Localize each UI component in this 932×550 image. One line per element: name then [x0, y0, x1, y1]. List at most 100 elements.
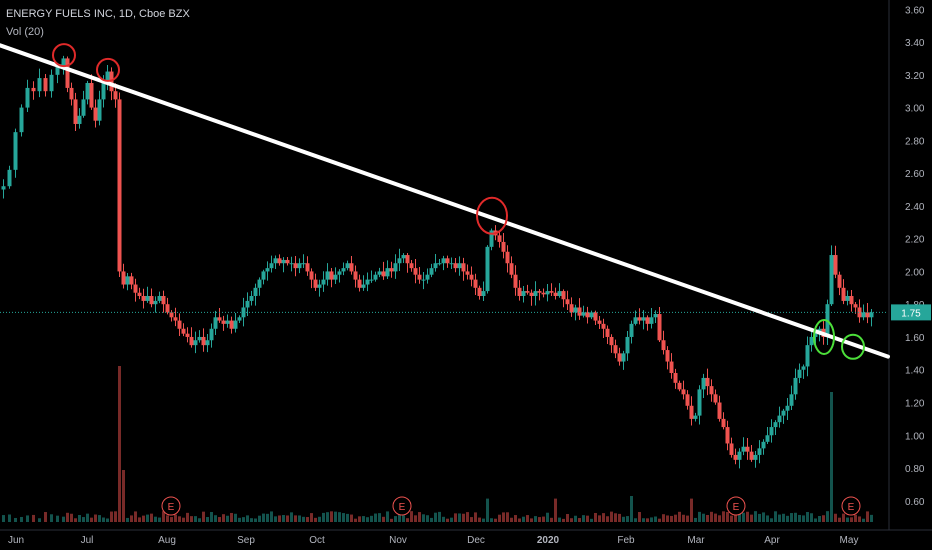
volume-bar	[326, 512, 329, 522]
candle-body	[409, 263, 414, 269]
candle-body	[505, 251, 510, 264]
candle-body	[177, 320, 182, 329]
volume-bar	[146, 514, 149, 522]
candle-body	[737, 451, 742, 460]
volume-bar	[350, 514, 353, 522]
y-tick-label: 1.00	[905, 431, 925, 442]
volume-bar	[38, 518, 41, 522]
volume-bar	[334, 511, 337, 522]
volume-bar	[590, 518, 593, 522]
volume-bar	[466, 512, 469, 522]
volume-bar	[86, 513, 89, 522]
y-tick-label: 3.40	[905, 38, 925, 49]
candle-body	[749, 451, 754, 460]
candle-body	[857, 307, 862, 318]
volume-bar	[554, 498, 557, 522]
candle-body	[829, 255, 834, 305]
candle-body	[385, 268, 390, 277]
volume-bar	[630, 496, 633, 522]
volume-bar	[110, 511, 113, 522]
x-tick-label: Mar	[687, 535, 705, 546]
last-price-tag	[891, 304, 931, 321]
volume-bar	[170, 517, 173, 522]
volume-bar	[850, 517, 853, 522]
candle-body	[417, 274, 422, 280]
candle-body	[697, 389, 702, 416]
candle-body	[533, 291, 538, 297]
volume-bar	[342, 513, 345, 522]
volume-bar	[394, 516, 397, 522]
candle-body	[197, 336, 202, 341]
y-tick-label: 3.00	[905, 104, 925, 115]
volume-bar	[226, 515, 229, 522]
volume-bar	[602, 513, 605, 522]
volume-bar	[562, 518, 565, 522]
volume-bar	[570, 518, 573, 522]
volume-bar	[262, 513, 265, 522]
candle-body	[565, 299, 570, 305]
candle-body	[741, 446, 746, 452]
volume-bar	[114, 511, 117, 522]
candle-body	[393, 263, 398, 272]
candle-body	[413, 268, 418, 275]
volume-bar	[138, 517, 141, 522]
candle-body	[785, 405, 790, 411]
volume-bar	[366, 517, 369, 522]
candle-body	[189, 336, 194, 346]
volume-bar	[238, 517, 241, 522]
volume-bar	[56, 515, 59, 522]
volume-bar	[674, 514, 677, 522]
volume-bar	[454, 513, 457, 522]
volume-bar	[306, 517, 309, 522]
candle-body	[281, 259, 286, 264]
candle-body	[421, 279, 426, 281]
candle-body	[521, 291, 526, 297]
volume-bar	[470, 517, 473, 522]
volume-bar	[32, 514, 35, 522]
candle-body	[55, 66, 60, 75]
volume-bar	[510, 517, 513, 522]
candle-body	[517, 287, 522, 297]
volume-bar	[718, 515, 721, 522]
volume-bar	[574, 515, 577, 522]
candle-body	[341, 268, 346, 272]
candle-body	[97, 99, 102, 121]
volume-bar	[250, 518, 253, 522]
volume-bar	[430, 517, 433, 522]
candle-body	[841, 287, 846, 301]
volume-bar	[266, 513, 269, 522]
volume-bar	[650, 517, 653, 522]
volume-bar	[530, 518, 533, 522]
x-tick-label: Oct	[309, 535, 325, 546]
candle-body	[709, 386, 714, 395]
candle-body	[661, 340, 666, 351]
candle-body	[457, 263, 462, 269]
red-circle-annotation	[96, 57, 120, 82]
candle-body	[601, 323, 606, 329]
volume-bar	[330, 511, 333, 522]
candle-body	[853, 304, 858, 308]
candle-body	[833, 255, 838, 275]
candle-body	[801, 366, 806, 370]
candle-body	[461, 263, 466, 272]
candle-body	[7, 169, 12, 187]
candle-body	[261, 271, 266, 280]
candle-body	[73, 99, 78, 124]
volume-bar	[302, 516, 305, 522]
candle-body	[861, 312, 866, 318]
candle-body	[221, 320, 226, 324]
candle-body	[433, 263, 438, 269]
candle-body	[337, 271, 342, 275]
earnings-marker-label: E	[168, 502, 175, 513]
y-tick-label: 0.60	[905, 497, 925, 508]
candle-body	[425, 274, 430, 280]
volume-bar	[142, 515, 145, 522]
x-tick-label: Nov	[389, 535, 407, 546]
volume-bar	[710, 511, 713, 522]
candle-body	[677, 382, 682, 390]
candle-body	[813, 333, 818, 337]
volume-bar	[690, 498, 693, 522]
candle-body	[213, 317, 218, 329]
